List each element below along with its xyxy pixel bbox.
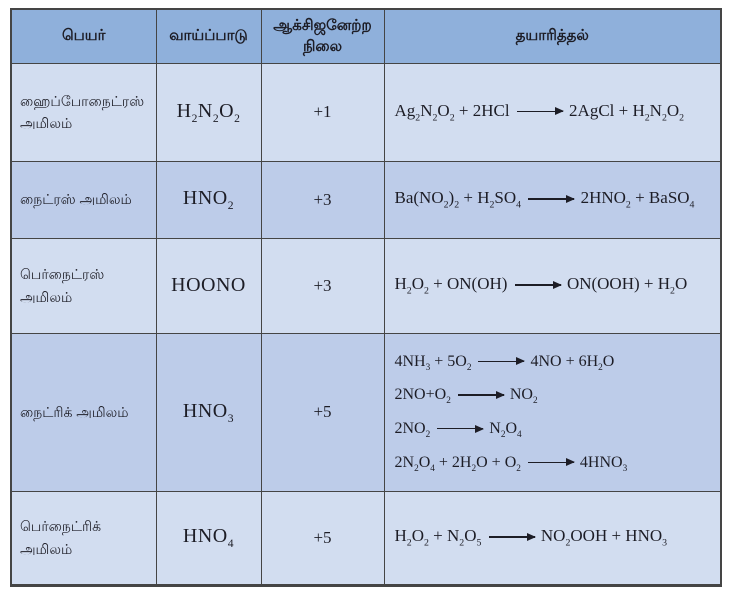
- table-header: பெயர் வாய்ப்பாடு ஆக்சிஜனேற்ற நிலை தயாரித…: [10, 8, 722, 64]
- preparation-cell: H2O2 + ON(OH) ON(OOH) + H2O: [383, 237, 722, 334]
- table-body: ஹைப்போநைட்ரஸ் அமிலம் H2N2O2 +1 Ag2N2O2 +…: [10, 62, 722, 586]
- reaction-arrow-icon: [437, 427, 484, 430]
- oxidation-state: +5: [260, 490, 385, 586]
- reaction-arrow-icon: [527, 461, 574, 464]
- table-row-pernitric: பெர்நைட்ரிக் அமிலம் HNO4 +5 H2O2 + N2O5 …: [10, 490, 722, 586]
- acid-formula: HNO4: [155, 490, 262, 586]
- header-preparation: தயாரித்தல்: [383, 8, 722, 64]
- reaction-arrow-icon: [528, 198, 575, 200]
- acid-formula: H2N2O2: [155, 62, 262, 162]
- acid-formula: HNO2: [155, 160, 262, 239]
- table-row-hyponitrous: ஹைப்போநைட்ரஸ் அமிலம் H2N2O2 +1 Ag2N2O2 +…: [10, 62, 722, 162]
- acid-formula: HOONO: [155, 237, 262, 334]
- reaction-arrow-icon: [457, 394, 504, 396]
- reaction-arrow-icon: [516, 110, 563, 113]
- equation-line: Ba(NO2)2 + H2SO4 2HNO2 + BaSO4: [394, 188, 695, 211]
- oxidation-state: +5: [260, 332, 385, 492]
- equation-line: H2O2 + ON(OH) ON(OOH) + H2O: [394, 274, 688, 297]
- preparation-cell: Ag2N2O2 + 2HCl 2AgCl + H2N2O2: [383, 62, 722, 162]
- table-row-pernitrous: பெர்நைட்ரஸ் அமிலம் HOONO +3 H2O2 + ON(OH…: [10, 237, 722, 334]
- equation-line: Ag2N2O2 + 2HCl 2AgCl + H2N2O2: [394, 100, 685, 124]
- equation-line: 2N2O4 + 2H2O + O2 4HNO3: [394, 453, 628, 474]
- header-formula: வாய்ப்பாடு: [155, 8, 262, 64]
- preparation-cell: Ba(NO2)2 + H2SO4 2HNO2 + BaSO4: [383, 160, 722, 239]
- header-name: பெயர்: [10, 8, 157, 64]
- table-row-nitrous: நைட்ரஸ் அமிலம் HNO2 +3 Ba(NO2)2 + H2SO4 …: [10, 160, 722, 239]
- acid-formula: HNO3: [155, 332, 262, 492]
- reaction-arrow-icon: [488, 536, 535, 538]
- oxidation-state: +3: [260, 160, 385, 239]
- acid-name: நைட்ரஸ் அமிலம்: [10, 160, 157, 239]
- oxidation-state: +3: [260, 237, 385, 334]
- acid-name: பெர்நைட்ரஸ் அமிலம்: [10, 237, 157, 334]
- reaction-arrow-icon: [478, 360, 525, 363]
- header-oxidation-state: ஆக்சிஜனேற்ற நிலை: [260, 8, 385, 64]
- acid-name: ஹைப்போநைட்ரஸ் அமிலம்: [10, 62, 157, 162]
- table-row-nitric: நைட்ரிக் அமிலம் HNO3 +5 4NH3 + 5O2 4NO +…: [10, 332, 722, 492]
- equation-line: 2NO+O2 NO2: [394, 386, 538, 407]
- equation-line: H2O2 + N2O5 NO2OOH + HNO3: [394, 526, 668, 549]
- acid-name: நைட்ரிக் அமிலம்: [10, 332, 157, 492]
- reaction-arrow-icon: [514, 284, 561, 286]
- oxidation-state: +1: [260, 62, 385, 162]
- header-row: பெயர் வாய்ப்பாடு ஆக்சிஜனேற்ற நிலை தயாரித…: [10, 8, 722, 64]
- nitrogen-oxoacids-table: பெயர் வாய்ப்பாடு ஆக்சிஜனேற்ற நிலை தயாரித…: [10, 8, 722, 587]
- equation-line: 4NH3 + 5O2 4NO + 6H2O: [394, 352, 615, 373]
- equation-line: 2NO2 N2O4: [394, 420, 522, 441]
- acid-name: பெர்நைட்ரிக் அமிலம்: [10, 490, 157, 586]
- preparation-cell: H2O2 + N2O5 NO2OOH + HNO3: [383, 490, 722, 586]
- preparation-cell: 4NH3 + 5O2 4NO + 6H2O 2NO+O2 NO2 2NO2 N2…: [383, 332, 722, 492]
